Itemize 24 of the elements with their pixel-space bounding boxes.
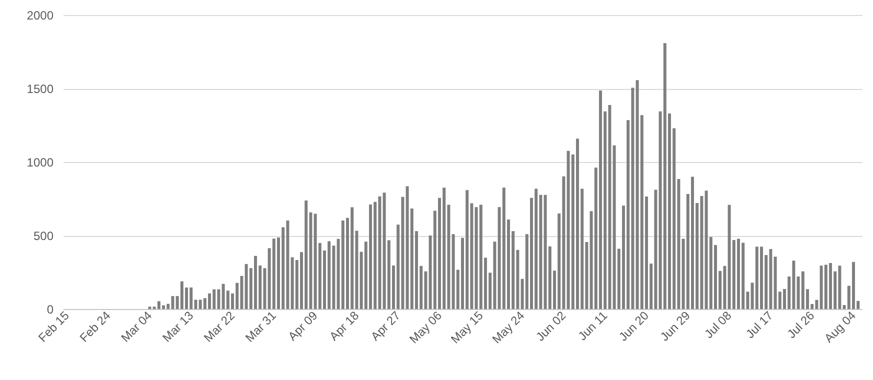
x-tick-label: Apr 09 [285, 308, 320, 344]
x-tick-label: Feb 24 [76, 308, 114, 345]
x-tick-label: Jul 26 [784, 308, 818, 342]
x-tick-label: Jun 29 [657, 308, 694, 344]
x-tick-label: Apr 18 [326, 308, 362, 344]
y-tick-label: 500 [33, 229, 54, 243]
y-tick-label: 1000 [26, 156, 54, 170]
x-tick-label: Apr 27 [368, 308, 404, 344]
x-tick-label: Mar 13 [160, 308, 196, 345]
y-tick-label: 1500 [26, 82, 54, 96]
x-tick-label: Jun 11 [575, 308, 610, 344]
x-tick-label: May 15 [448, 308, 486, 346]
x-tick-label: Jun 20 [616, 308, 652, 344]
y-tick-label: 2000 [26, 8, 54, 22]
x-tick-label: Mar 31 [242, 308, 280, 345]
x-tick-label: Mar 04 [118, 308, 155, 345]
x-tick-label: May 24 [490, 308, 528, 346]
x-tick-label: May 06 [406, 308, 445, 346]
y-tick-label: 0 [46, 302, 54, 316]
x-tick-label: Jun 02 [533, 308, 569, 344]
x-tick-label: Mar 22 [201, 308, 238, 345]
x-tick-label: Jul 08 [702, 308, 734, 342]
x-tick-label: Jul 17 [743, 308, 776, 342]
x-tick-label: Aug 04 [822, 308, 859, 346]
